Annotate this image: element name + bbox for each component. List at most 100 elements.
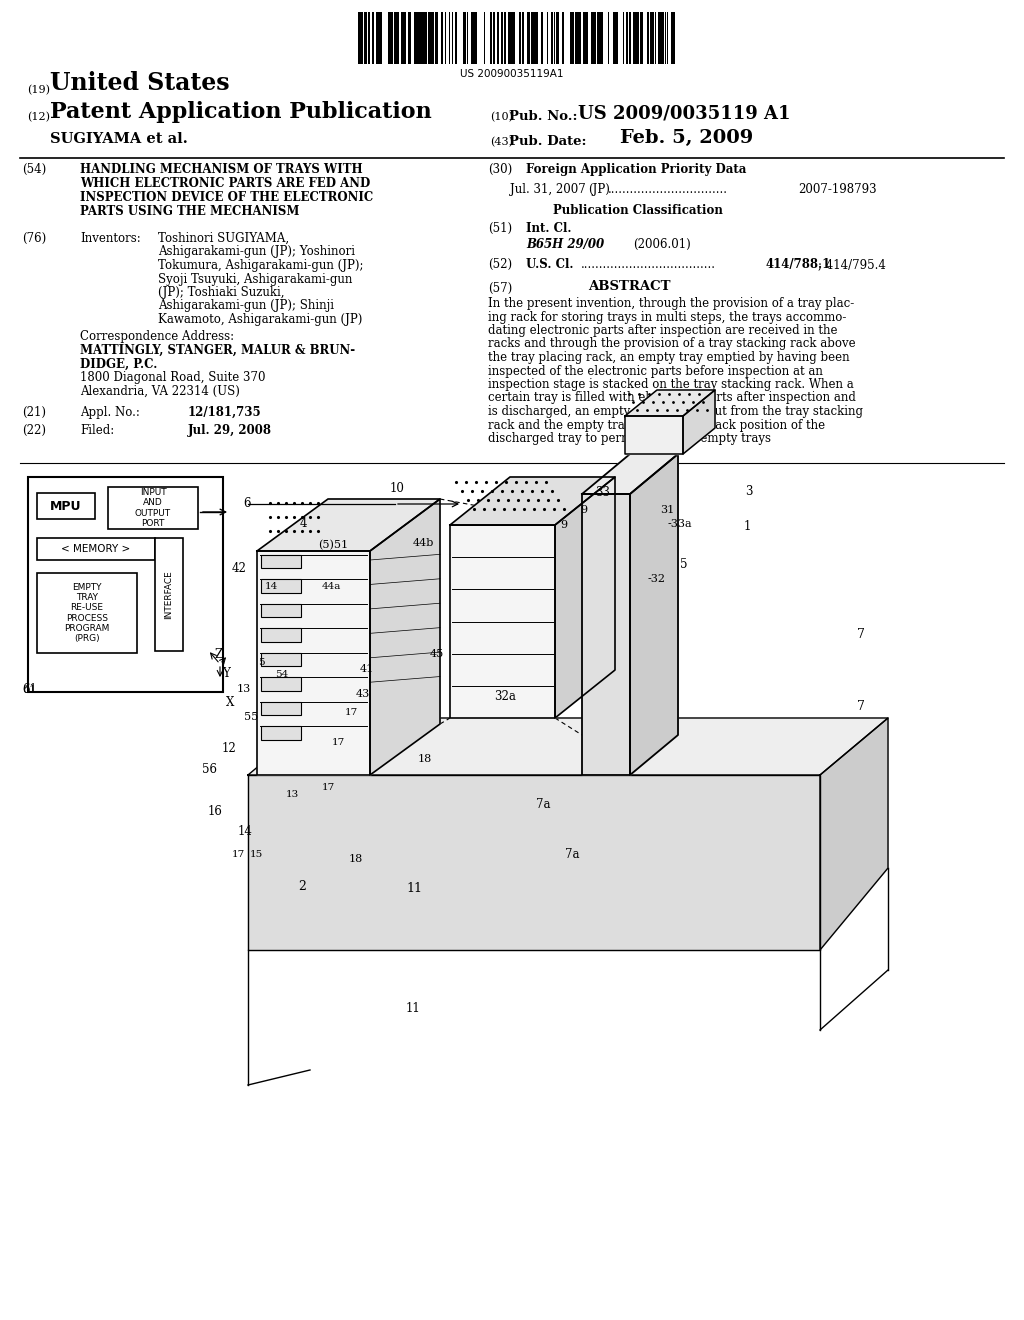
Polygon shape: [555, 477, 615, 718]
Bar: [431, 12, 433, 63]
Bar: [404, 12, 406, 63]
Text: (76): (76): [22, 232, 46, 246]
Text: (JP): (JP): [588, 183, 610, 195]
Polygon shape: [450, 525, 555, 718]
Polygon shape: [582, 454, 678, 494]
Text: 17: 17: [332, 738, 345, 747]
Text: 56: 56: [202, 763, 217, 776]
Bar: [365, 12, 367, 63]
Text: 13: 13: [237, 684, 251, 694]
Bar: [261, 726, 301, 739]
Bar: [155, 539, 183, 651]
Text: 1: 1: [744, 520, 752, 533]
Text: 44b: 44b: [413, 539, 434, 548]
Bar: [651, 12, 654, 63]
Text: (21): (21): [22, 407, 46, 418]
Text: (JP); Toshiaki Suzuki,: (JP); Toshiaki Suzuki,: [158, 286, 285, 300]
Text: 11: 11: [406, 882, 422, 895]
Text: US 20090035119A1: US 20090035119A1: [460, 69, 564, 79]
Text: inspected of the electronic parts before inspection at an: inspected of the electronic parts before…: [488, 364, 823, 378]
Bar: [519, 12, 521, 63]
Bar: [28, 477, 223, 692]
Bar: [261, 579, 301, 593]
Text: 32a: 32a: [494, 690, 516, 704]
Text: (5)51: (5)51: [318, 540, 348, 550]
Text: 1800 Diagonal Road, Suite 370: 1800 Diagonal Road, Suite 370: [80, 371, 265, 384]
Text: Y: Y: [222, 667, 229, 680]
Text: 4: 4: [300, 517, 307, 531]
Bar: [377, 12, 379, 63]
Bar: [531, 12, 534, 63]
Text: 7a: 7a: [536, 799, 551, 810]
Text: 6: 6: [243, 498, 251, 510]
Bar: [37, 573, 137, 653]
Text: 16: 16: [208, 805, 223, 818]
Text: DIDGE, P.C.: DIDGE, P.C.: [80, 358, 158, 371]
Text: is discharged, an empty ray is taken out from the tray stacking: is discharged, an empty ray is taken out…: [488, 405, 863, 418]
Text: discharged tray to permit re-use of empty trays: discharged tray to permit re-use of empt…: [488, 432, 771, 445]
Bar: [474, 12, 476, 63]
Bar: [659, 12, 662, 63]
Text: Alexandria, VA 22314 (US): Alexandria, VA 22314 (US): [80, 384, 240, 397]
Text: 2: 2: [298, 880, 306, 894]
Text: 17: 17: [322, 783, 335, 792]
Text: 33: 33: [595, 486, 610, 499]
Text: 5: 5: [680, 558, 687, 572]
Bar: [261, 677, 301, 690]
Text: United States: United States: [50, 71, 229, 95]
Bar: [360, 12, 362, 63]
Text: MATTINGLY, STANGER, MALUR & BRUN-: MATTINGLY, STANGER, MALUR & BRUN-: [80, 345, 355, 356]
Text: X: X: [226, 696, 234, 709]
Polygon shape: [450, 477, 615, 525]
Bar: [597, 12, 600, 63]
Text: 44a: 44a: [322, 582, 341, 591]
Text: 18: 18: [418, 754, 432, 764]
Bar: [673, 12, 675, 63]
Text: Tokumura, Ashigarakami-gun (JP);: Tokumura, Ashigarakami-gun (JP);: [158, 259, 364, 272]
Text: Jul. 29, 2008: Jul. 29, 2008: [188, 424, 272, 437]
Bar: [551, 12, 553, 63]
Bar: [464, 12, 466, 63]
Text: INSPECTION DEVICE OF THE ELECTRONIC: INSPECTION DEVICE OF THE ELECTRONIC: [80, 191, 374, 205]
Text: 18: 18: [349, 854, 364, 865]
Text: Ashigarakami-gun (JP); Shinji: Ashigarakami-gun (JP); Shinji: [158, 300, 334, 313]
Bar: [415, 12, 417, 63]
Bar: [37, 539, 155, 560]
Text: 14: 14: [238, 825, 253, 838]
Polygon shape: [257, 550, 370, 775]
Text: INPUT
AND
OUTPUT
PORT: INPUT AND OUTPUT PORT: [135, 488, 171, 528]
Text: (19): (19): [27, 84, 50, 95]
Text: 41: 41: [360, 664, 374, 675]
Text: (52): (52): [488, 257, 512, 271]
Polygon shape: [248, 718, 888, 775]
Text: -33a: -33a: [668, 519, 692, 529]
Text: 31: 31: [660, 506, 674, 515]
Bar: [579, 12, 581, 63]
Bar: [527, 12, 529, 63]
Text: Jul. 31, 2007: Jul. 31, 2007: [510, 183, 586, 195]
Text: Ashigarakami-gun (JP); Yoshinori: Ashigarakami-gun (JP); Yoshinori: [158, 246, 355, 259]
Text: 10: 10: [390, 482, 404, 495]
Text: ....................................: ....................................: [581, 257, 716, 271]
Bar: [108, 487, 198, 529]
Text: 5: 5: [258, 657, 264, 667]
Polygon shape: [625, 416, 683, 454]
Text: 7: 7: [857, 628, 865, 642]
Bar: [616, 12, 618, 63]
Bar: [436, 12, 438, 63]
Text: U.S. Cl.: U.S. Cl.: [526, 257, 573, 271]
Text: (2006.01): (2006.01): [633, 238, 691, 251]
Bar: [600, 12, 602, 63]
Text: (54): (54): [22, 162, 46, 176]
Text: 11: 11: [406, 1002, 421, 1015]
Text: inspection stage is stacked on the tray stacking rack. When a: inspection stage is stacked on the tray …: [488, 378, 854, 391]
Text: 61: 61: [22, 682, 37, 696]
Text: Pub. No.:: Pub. No.:: [509, 110, 578, 123]
Bar: [261, 554, 301, 569]
Text: 43: 43: [356, 689, 371, 700]
Text: -32: -32: [648, 574, 666, 583]
Bar: [662, 12, 663, 63]
Text: (30): (30): [488, 162, 512, 176]
Text: EMPTY
TRAY
RE-USE
PROCESS
PROGRAM
(PRG): EMPTY TRAY RE-USE PROCESS PROGRAM (PRG): [65, 582, 110, 644]
Text: 61: 61: [22, 685, 36, 696]
